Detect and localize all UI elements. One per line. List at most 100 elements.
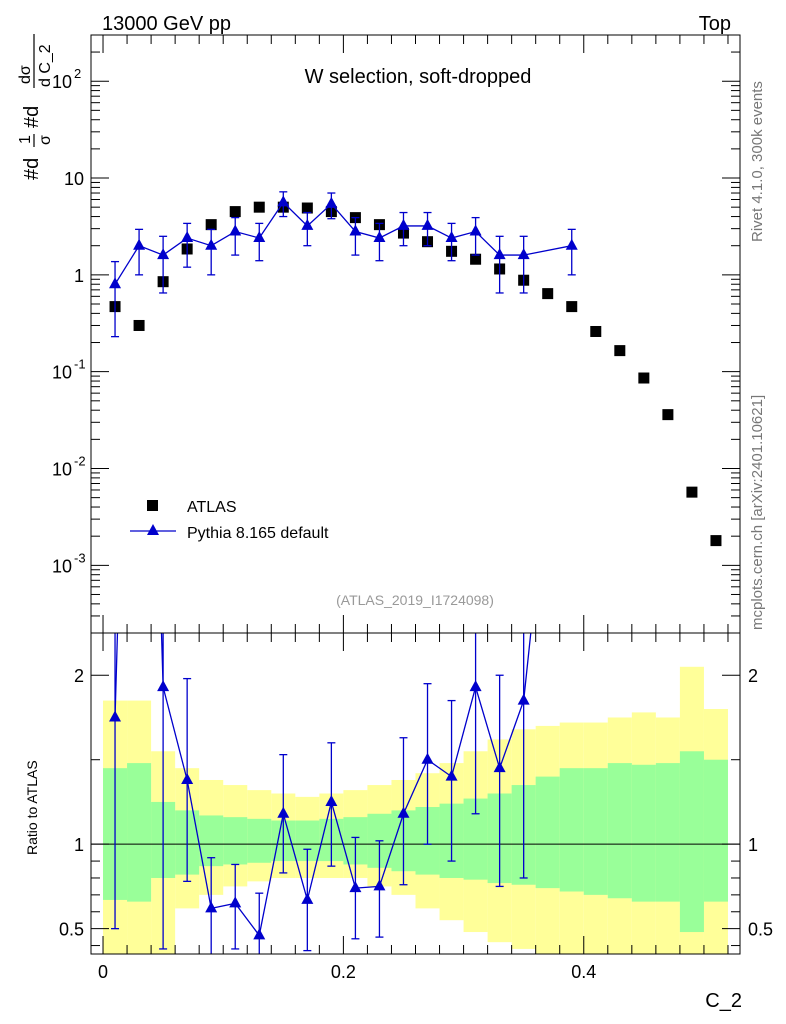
pythia-data-point <box>349 224 362 236</box>
y-title-d2: #d <box>21 106 43 128</box>
ratio-data-point <box>349 881 362 893</box>
main-plot-title: W selection, soft-dropped <box>305 66 532 88</box>
pythia-data-point <box>565 238 578 250</box>
pythia-data-point <box>325 196 338 208</box>
main-y-tick-label: 10 <box>52 363 72 383</box>
atlas-data-point <box>470 253 482 265</box>
ratio-data-point <box>157 680 170 692</box>
main-y-tick-exponent: -3 <box>74 550 86 565</box>
ratio-inner-band <box>247 818 272 863</box>
ratio-data-point <box>421 752 434 764</box>
atlas-data-point <box>253 201 265 213</box>
pythia-data-point <box>373 231 386 243</box>
main-y-tick-exponent: -1 <box>74 357 86 372</box>
ratio-y-tick-label-right: 1 <box>748 835 758 855</box>
ratio-y-tick-label: 2 <box>74 666 84 686</box>
ratio-data-point <box>205 901 218 913</box>
process-label: Top <box>699 13 731 35</box>
atlas-data-point <box>590 325 602 337</box>
y-title-frac1-num: 1 <box>17 135 34 144</box>
ratio-inner-band <box>583 768 608 895</box>
ratio-data-point <box>469 680 482 692</box>
ratio-data-point <box>229 896 242 908</box>
legend-label-pythia: Pythia 8.165 default <box>187 525 329 542</box>
atlas-data-point <box>662 409 674 421</box>
energy-label: 13000 GeV pp <box>102 13 231 35</box>
ratio-data-point <box>397 806 410 818</box>
pythia-data-point <box>493 248 506 260</box>
pythia-data-point <box>469 224 482 236</box>
ratio-y-tick-label-right: 2 <box>748 666 758 686</box>
pythia-data-point <box>397 218 410 230</box>
ratio-data-point <box>542 466 554 477</box>
x-axis-title: C_2 <box>705 990 742 1012</box>
ratio-inner-band <box>655 763 680 902</box>
main-y-tick-label: 10 <box>52 459 72 479</box>
x-tick-label: 0.4 <box>571 962 596 982</box>
pythia-data-point <box>445 231 458 243</box>
ratio-plot-frame <box>90 632 741 955</box>
atlas-data-point <box>638 372 650 384</box>
legend-label-atlas: ATLAS <box>187 499 237 516</box>
atlas-data-point <box>133 319 145 331</box>
ratio-data-point <box>301 892 314 904</box>
ratio-inner-band <box>223 817 248 865</box>
ratio-data-point <box>493 761 506 773</box>
x-tick-label: 0 <box>98 962 108 982</box>
ratio-inner-band <box>607 763 632 899</box>
ratio-data-point <box>109 710 122 722</box>
ratio-data-point <box>517 693 530 705</box>
legend: ATLAS Pythia 8.165 default <box>130 499 329 542</box>
main-y-tick-label: 10 <box>52 72 72 92</box>
pythia-data-point <box>109 277 122 289</box>
main-y-axis-title: #d 1 σ #d dσ d C_2 <box>17 34 54 180</box>
pythia-data-point <box>229 224 242 236</box>
y-title-frac1-den: σ <box>37 135 54 145</box>
pythia-data-point <box>277 195 290 207</box>
legend-marker-atlas <box>147 500 158 511</box>
main-plot-frame <box>90 34 741 634</box>
atlas-data-point <box>205 219 217 231</box>
atlas-data-point <box>614 345 626 357</box>
pythia-data-point <box>133 238 146 250</box>
atlas-data-point <box>566 301 578 313</box>
atlas-data-point <box>301 202 313 214</box>
ratio-data-point <box>253 928 266 940</box>
atlas-data-point <box>542 288 554 300</box>
side-label-events: Rivet 4.1.0, 300k events <box>749 81 766 242</box>
main-y-tick-exponent: 2 <box>74 66 81 81</box>
ratio-series-group <box>109 466 554 954</box>
atlas-data-point <box>686 486 698 498</box>
y-title-frac2-num: dσ <box>17 65 34 84</box>
atlas-data-point <box>710 535 722 547</box>
ratio-data-point <box>277 806 290 818</box>
ratio-inner-band <box>631 764 656 902</box>
ratio-inner-band <box>127 763 152 902</box>
pythia-data-point <box>157 248 170 260</box>
y-title-d1: #d <box>21 158 43 180</box>
side-label-source: mcplots.cern.ch [arXiv:2401.10621] <box>749 395 766 630</box>
pythia-data-point <box>301 218 314 230</box>
ratio-data-point <box>445 769 458 781</box>
ratio-y-axis-title: Ratio to ATLAS <box>24 760 40 855</box>
ratio-inner-band <box>535 776 560 889</box>
analysis-id: (ATLAS_2019_I1724098) <box>336 592 494 608</box>
pythia-data-point <box>181 231 194 243</box>
ratio-y-tick-label: 0.5 <box>59 920 84 940</box>
ratio-inner-band <box>559 768 584 892</box>
ratio-data-point <box>373 879 386 891</box>
ratio-y-tick-label: 1 <box>74 835 84 855</box>
main-y-tick-exponent: -2 <box>74 453 86 468</box>
ratio-inner-band <box>703 759 728 902</box>
pythia-data-point <box>205 238 218 250</box>
atlas-data-point <box>229 206 241 218</box>
legend-marker-pythia <box>147 524 159 535</box>
pythia-data-point <box>517 248 530 260</box>
x-tick-label: 0.2 <box>331 962 356 982</box>
pythia-data-point <box>253 231 266 243</box>
ratio-data-point <box>181 772 194 784</box>
main-y-tick-label: 10 <box>64 169 84 189</box>
main-y-tick-label: 1 <box>74 266 84 286</box>
